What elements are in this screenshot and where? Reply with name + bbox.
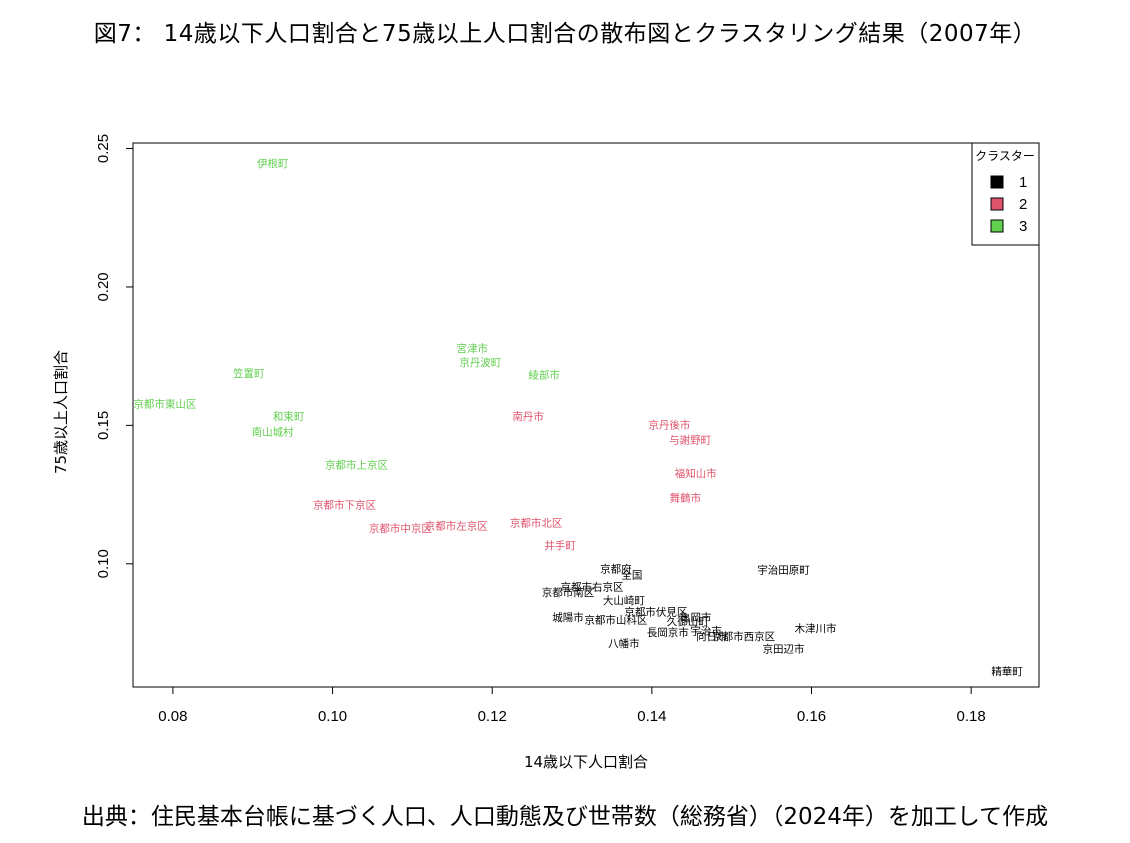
legend-label: 1 xyxy=(1019,174,1027,191)
data-point-label: 京都市北区 xyxy=(510,517,563,530)
data-point-label: 南丹市 xyxy=(512,410,544,423)
data-point-label: 京都府 xyxy=(600,562,632,575)
data-point-label: 宇治田原町 xyxy=(757,564,810,577)
legend-swatch xyxy=(990,219,1004,233)
y-tick-label: 0.20 xyxy=(95,272,112,301)
y-axis: 0.10 0.15 0.20 0.25 xyxy=(95,134,133,578)
x-axis: 0.08 0.10 0.12 0.14 0.16 0.18 xyxy=(158,687,986,725)
x-tick-label: 0.16 xyxy=(797,708,826,725)
data-point-label: 向日市 xyxy=(696,630,728,643)
data-point-label: 久御山町 xyxy=(667,615,709,628)
data-point-label: 京都市山科区 xyxy=(584,614,647,627)
data-point-label: 笠置町 xyxy=(233,367,265,380)
source-note: 出典：住民基本台帳に基づく人口、人口動態及び世帯数（総務省）（2024年）を加工… xyxy=(81,804,1049,830)
data-point-label: 全国 xyxy=(621,569,642,582)
y-tick-label: 0.15 xyxy=(95,411,112,440)
x-tick-label: 0.10 xyxy=(318,708,347,725)
x-tick-label: 0.18 xyxy=(957,708,986,725)
chart-title: 図7： 14歳以下人口割合と75歳以上人口割合の散布図とクラスタリング結果（20… xyxy=(93,21,1037,47)
data-point-label: 京都市中京区 xyxy=(369,522,432,535)
data-point-label: 和束町 xyxy=(273,411,305,423)
data-point-label: 亀岡市 xyxy=(680,611,712,624)
data-point-label: 京都市東山区 xyxy=(133,398,196,411)
y-tick-label: 0.10 xyxy=(95,549,112,578)
legend-swatch xyxy=(990,175,1004,189)
legend-entries: 1 2 3 xyxy=(990,174,1027,235)
data-point-label: 木津川市 xyxy=(794,622,836,635)
x-tick-label: 0.14 xyxy=(637,708,666,725)
data-point-label: 井手町 xyxy=(544,539,576,552)
legend-label: 2 xyxy=(1019,196,1027,213)
legend-swatch xyxy=(990,197,1004,211)
data-point-label: 南山城村 xyxy=(252,425,294,438)
legend-label: 3 xyxy=(1019,218,1027,235)
data-point-label: 京都市上京区 xyxy=(325,459,388,472)
data-point-label: 京都市南区 xyxy=(542,586,595,599)
legend: クラスター 1 2 3 xyxy=(971,142,1040,246)
data-point-label: 与謝野町 xyxy=(669,434,711,447)
data-point-label: 京都市伏見区 xyxy=(624,605,687,618)
data-point-label: 京田辺市 xyxy=(763,643,805,656)
data-point-label: 宮津市 xyxy=(457,342,489,355)
data-point-label: 京丹波町 xyxy=(459,356,501,369)
data-point-label: 京都市西京区 xyxy=(712,630,775,643)
data-point-label: 精華町 xyxy=(991,665,1023,678)
data-point-label: 綾部市 xyxy=(528,369,560,382)
data-point-label: 福知山市 xyxy=(675,467,717,480)
data-point-label: 京都市左京区 xyxy=(425,519,488,532)
data-point-label: 舞鶴市 xyxy=(670,492,702,505)
data-point-label: 八幡市 xyxy=(608,637,640,650)
data-point-label: 京都市右京区 xyxy=(560,580,623,593)
x-tick-label: 0.12 xyxy=(478,708,507,725)
y-tick-label: 0.25 xyxy=(95,134,112,163)
data-point-label: 京丹後市 xyxy=(648,418,690,431)
legend-title: クラスター xyxy=(975,149,1035,163)
data-point-label: 伊根町 xyxy=(257,157,289,170)
legend-box xyxy=(971,142,1040,246)
data-point-label: 大山崎町 xyxy=(603,594,645,607)
x-axis-title: 14歳以下人口割合 xyxy=(524,753,648,771)
data-point-label: 京都市下京区 xyxy=(313,499,376,512)
x-tick-label: 0.08 xyxy=(158,708,187,725)
y-axis-title: 75歳以上人口割合 xyxy=(52,350,70,474)
data-point-label: 城陽市 xyxy=(552,611,584,624)
data-point-label: 宇治市 xyxy=(690,625,722,638)
data-point-label: 長岡京市 xyxy=(647,626,689,639)
plot-frame xyxy=(132,142,1040,688)
